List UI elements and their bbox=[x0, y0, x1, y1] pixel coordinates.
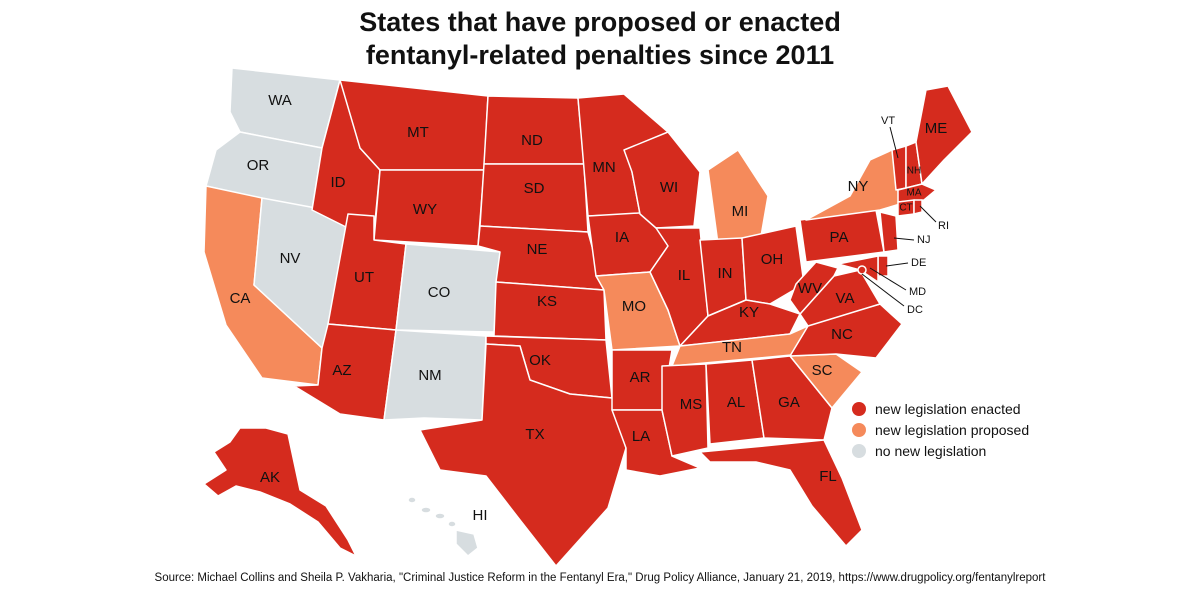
label-NJ: NJ bbox=[917, 234, 930, 246]
label-ID: ID bbox=[331, 174, 346, 191]
legend-label-proposed: new legislation proposed bbox=[875, 421, 1030, 438]
label-AZ: AZ bbox=[332, 362, 351, 379]
state-NM[interactable] bbox=[383, 329, 487, 421]
state-OH[interactable] bbox=[741, 225, 805, 305]
state-TX[interactable] bbox=[419, 343, 627, 567]
label-IN: IN bbox=[718, 265, 733, 282]
label-DC: DC bbox=[907, 304, 923, 316]
label-KS: KS bbox=[537, 293, 557, 310]
state-WV[interactable] bbox=[789, 261, 839, 315]
label-KY: KY bbox=[739, 304, 759, 321]
state-WI[interactable] bbox=[623, 131, 701, 229]
label-VA: VA bbox=[836, 290, 855, 307]
leader-RI bbox=[919, 205, 937, 223]
label-CA: CA bbox=[230, 290, 251, 307]
state-SD[interactable] bbox=[479, 163, 589, 233]
label-TX: TX bbox=[525, 426, 544, 443]
state-RI[interactable] bbox=[913, 199, 923, 215]
label-SC: SC bbox=[812, 362, 833, 379]
label-DE: DE bbox=[911, 257, 926, 269]
leader-VT bbox=[889, 126, 899, 159]
label-MD: MD bbox=[909, 286, 926, 298]
label-WV: WV bbox=[798, 280, 822, 297]
legend-swatch-proposed bbox=[852, 422, 866, 437]
label-AR: AR bbox=[630, 369, 651, 386]
label-NM: NM bbox=[418, 367, 441, 384]
leader-DE bbox=[885, 262, 909, 267]
leader-NJ bbox=[893, 237, 915, 241]
map-title: States that have proposed or enacted fen… bbox=[0, 6, 1200, 72]
label-CT: CT bbox=[899, 203, 912, 214]
label-MN: MN bbox=[592, 159, 615, 176]
legend-label-none: no new legislation bbox=[875, 442, 987, 459]
label-MI: MI bbox=[732, 203, 749, 220]
state-KS[interactable] bbox=[493, 281, 607, 341]
label-OR: OR bbox=[247, 157, 270, 174]
state-AK[interactable] bbox=[203, 427, 357, 557]
state-HI[interactable] bbox=[407, 496, 479, 557]
source-citation: Source: Michael Collins and Sheila P. Va… bbox=[154, 572, 1046, 584]
label-PA: PA bbox=[830, 229, 849, 246]
label-AL: AL bbox=[727, 394, 745, 411]
label-MT: MT bbox=[407, 124, 429, 141]
label-WA: WA bbox=[268, 92, 292, 109]
leader-MD bbox=[869, 267, 907, 291]
legend: new legislation enacted new legislation … bbox=[852, 398, 1029, 461]
state-FL[interactable] bbox=[699, 439, 863, 547]
label-SD: SD bbox=[524, 180, 545, 197]
state-ND[interactable] bbox=[483, 95, 585, 165]
label-VT: VT bbox=[881, 115, 895, 127]
label-NE: NE bbox=[527, 241, 548, 258]
state-DC[interactable] bbox=[857, 265, 867, 275]
state-NJ[interactable] bbox=[879, 211, 899, 253]
label-HI: HI bbox=[473, 507, 488, 524]
label-UT: UT bbox=[354, 269, 374, 286]
title-line-2: fentanyl-related penalties since 2011 bbox=[365, 40, 835, 70]
state-NC[interactable] bbox=[789, 303, 903, 359]
label-IA: IA bbox=[615, 229, 629, 246]
label-ME: ME bbox=[925, 120, 948, 137]
label-LA: LA bbox=[632, 428, 650, 445]
label-IL: IL bbox=[678, 267, 691, 284]
label-MS: MS bbox=[680, 396, 703, 413]
legend-label-enacted: new legislation enacted bbox=[875, 400, 1021, 417]
label-NY: NY bbox=[848, 178, 869, 195]
label-WY: WY bbox=[413, 201, 437, 218]
label-GA: GA bbox=[778, 394, 800, 411]
label-NC: NC bbox=[831, 326, 853, 343]
title-line-1: States that have proposed or enacted bbox=[359, 7, 841, 37]
label-MA: MA bbox=[907, 188, 922, 199]
legend-swatch-enacted bbox=[852, 401, 866, 416]
label-MO: MO bbox=[622, 298, 646, 315]
state-MS[interactable] bbox=[661, 363, 709, 457]
label-OK: OK bbox=[529, 352, 551, 369]
label-FL: FL bbox=[819, 468, 837, 485]
label-NV: NV bbox=[280, 250, 301, 267]
state-GA[interactable] bbox=[751, 355, 833, 441]
label-ND: ND bbox=[521, 132, 543, 149]
label-TN: TN bbox=[722, 339, 742, 356]
leader-DC bbox=[861, 273, 905, 307]
state-MA[interactable] bbox=[897, 183, 937, 203]
label-OH: OH bbox=[761, 251, 784, 268]
legend-swatch-none bbox=[852, 443, 866, 458]
label-CO: CO bbox=[428, 284, 451, 301]
label-WI: WI bbox=[660, 179, 678, 196]
legend-item-enacted: new legislation enacted bbox=[852, 398, 1029, 419]
label-RI: RI bbox=[938, 220, 949, 232]
label-AK: AK bbox=[260, 469, 280, 486]
legend-item-none: no new legislation bbox=[852, 440, 1029, 461]
state-MI[interactable] bbox=[707, 149, 769, 245]
legend-item-proposed: new legislation proposed bbox=[852, 419, 1029, 440]
label-NH: NH bbox=[907, 166, 921, 177]
